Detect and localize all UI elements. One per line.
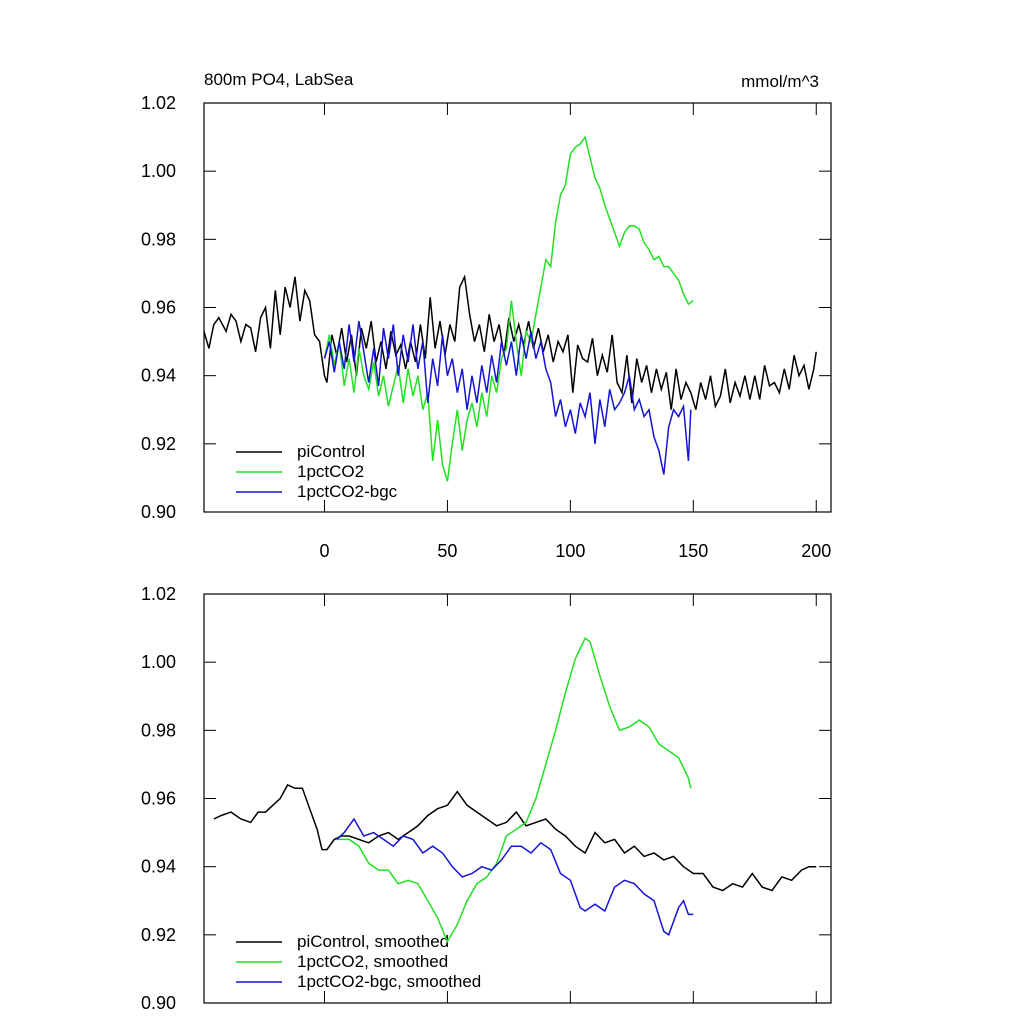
series-line [336,817,694,936]
legend-label: piControl [297,442,365,461]
y-tick-label: 1.00 [141,652,176,672]
x-tick-label: 50 [437,541,457,561]
series-line [323,135,694,482]
y-tick-label: 0.94 [141,857,176,877]
y-tick-label: 0.94 [141,366,176,386]
x-tick-label: 100 [555,541,585,561]
y-tick-label: 0.92 [141,925,176,945]
legend-label: piControl, smoothed [297,932,449,951]
legend-label: 1pctCO2 [297,462,364,481]
chart-title: 800m PO4, LabSea [204,70,354,89]
y-tick-label: 0.96 [141,789,176,809]
legend-label: 1pctCO2, smoothed [297,952,448,971]
y-tick-label: 0.96 [141,298,176,318]
series-line [336,637,692,944]
y-tick-label: 0.90 [141,993,176,1013]
y-tick-label: 0.98 [141,720,176,740]
y-tick-label: 1.02 [141,584,176,604]
x-tick-label: 150 [678,541,708,561]
y-tick-label: 0.92 [141,434,176,454]
units-label: mmol/m^3 [741,72,819,91]
series-line [213,783,817,892]
legend-label: 1pctCO2-bgc, smoothed [297,972,481,991]
series-line [323,320,692,475]
x-tick-label: 200 [801,541,831,561]
y-tick-label: 0.90 [141,502,176,522]
legend-label: 1pctCO2-bgc [297,482,398,501]
y-tick-label: 0.98 [141,229,176,249]
x-tick-label: 0 [319,541,329,561]
series-line [203,274,817,410]
y-tick-label: 1.02 [141,93,176,113]
y-tick-label: 1.00 [141,161,176,181]
